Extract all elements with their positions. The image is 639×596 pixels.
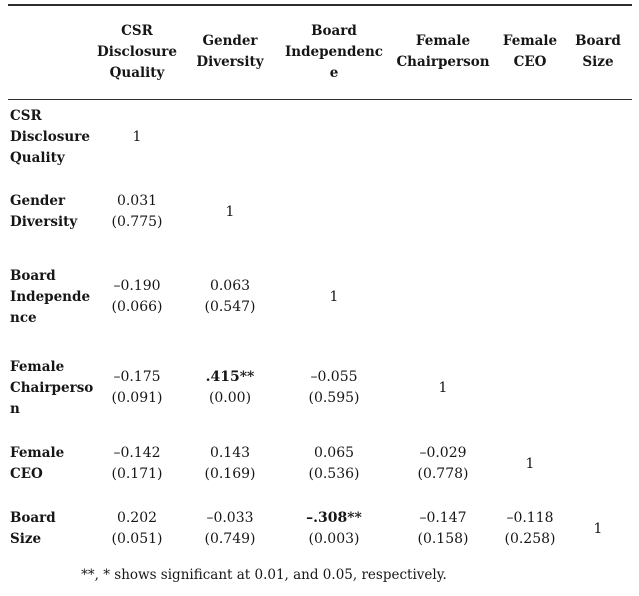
cell-empty [564, 175, 632, 249]
header-row: CSR Disclosure Quality Gender Diversity … [8, 5, 632, 99]
cell-empty [278, 175, 390, 249]
p-value: (0.003) [308, 531, 360, 547]
corr-value: –0.147 [419, 510, 467, 526]
col-header-csr-disclosure-quality: CSR Disclosure Quality [97, 22, 177, 81]
cell-chair-boardind: –0.055 (0.595) [278, 345, 390, 431]
p-value: (0.749) [204, 531, 256, 547]
cell-empty [496, 345, 564, 431]
cell-gender-csr: 0.031 (0.775) [92, 175, 182, 249]
p-value: (0.169) [204, 466, 256, 482]
cell-size-gender: –0.033 (0.749) [182, 497, 278, 561]
correlation-table: CSR Disclosure Quality Gender Diversity … [8, 4, 632, 596]
col-header-female-chairperson: Female Chairperson [396, 33, 490, 71]
table-row-csr-disclosure-quality: CSR Disclosure Quality 1 [8, 99, 632, 175]
cell-boardind-csr: –0.190 (0.066) [92, 249, 182, 345]
cell-size-chair: –0.147 (0.158) [390, 497, 496, 561]
corr-value-significant: –.308** [306, 510, 362, 526]
cell-empty [278, 99, 390, 175]
p-value: (0.00) [208, 390, 252, 406]
corr-value: –0.175 [113, 369, 161, 385]
cell-boardind-gender: 0.063 (0.547) [182, 249, 278, 345]
corr-value: 1 [593, 520, 603, 537]
p-value: (0.051) [111, 531, 163, 547]
row-header-board-independence: Board Independe nce [10, 267, 91, 326]
table-row-board-size: Board Size 0.202 (0.051) –0.033 (0.749) –.… [8, 497, 632, 561]
table-row-female-ceo: Female CEO –0.142 (0.171) 0.143 (0.169) 0.… [8, 431, 632, 497]
cell-size-ceo: –0.118 (0.258) [496, 497, 564, 561]
row-header-csr-disclosure-quality: CSR Disclosure Quality [10, 107, 90, 166]
cell-empty [564, 345, 632, 431]
footnote-row: **, * shows significant at 0.01, and 0.0… [8, 561, 632, 596]
corr-value: –0.055 [310, 369, 358, 385]
cell-chair-csr: –0.175 (0.091) [92, 345, 182, 431]
p-value: (0.171) [111, 466, 163, 482]
cell-empty [564, 249, 632, 345]
corr-value: 0.031 [116, 193, 158, 209]
p-value: (0.775) [111, 214, 163, 230]
cell-ceo-csr: –0.142 (0.171) [92, 431, 182, 497]
cell-empty [182, 99, 278, 175]
row-header-board-size: Board Size [10, 510, 56, 547]
corr-value: 0.202 [116, 510, 158, 526]
cell-empty [390, 99, 496, 175]
corr-value: 1 [329, 288, 339, 305]
cell-ceo-ceo: 1 [496, 431, 564, 497]
corr-value: –0.118 [506, 510, 554, 526]
cell-csr-csr: 1 [92, 99, 182, 175]
p-value: (0.258) [504, 531, 556, 547]
row-header-gender-diversity: Gender Diversity [10, 193, 78, 230]
col-header-board-size: Board Size [575, 33, 621, 71]
p-value: (0.778) [417, 466, 469, 482]
cell-ceo-boardind: 0.065 (0.536) [278, 431, 390, 497]
corr-value: 0.063 [209, 278, 251, 294]
col-header-gender-diversity: Gender Diversity [196, 33, 264, 71]
p-value: (0.536) [308, 466, 360, 482]
cell-empty [390, 175, 496, 249]
p-value: (0.091) [111, 390, 163, 406]
cell-empty [564, 431, 632, 497]
corr-value: –0.033 [206, 510, 254, 526]
corr-value: 1 [525, 455, 535, 472]
table-row-gender-diversity: Gender Diversity 0.031 (0.775) 1 [8, 175, 632, 249]
cell-size-boardind-significant: –.308** (0.003) [278, 497, 390, 561]
corr-value: 1 [225, 203, 235, 220]
cell-empty [496, 175, 564, 249]
corr-value: 1 [438, 379, 448, 396]
cell-chair-gender-significant: .415** (0.00) [182, 345, 278, 431]
table-row-board-independence: Board Independe nce –0.190 (0.066) 0.063 (… [8, 249, 632, 345]
corr-value: –0.190 [113, 278, 161, 294]
p-value: (0.158) [417, 531, 469, 547]
cell-ceo-chair: –0.029 (0.778) [390, 431, 496, 497]
cell-boardind-boardind: 1 [278, 249, 390, 345]
cell-ceo-gender: 0.143 (0.169) [182, 431, 278, 497]
corr-value: 1 [132, 128, 142, 145]
row-header-female-chairperson: Female Chairperso n [10, 358, 94, 417]
cell-empty [390, 249, 496, 345]
corr-value: 0.143 [209, 445, 251, 461]
significance-footnote: **, * shows significant at 0.01, and 0.0… [81, 567, 447, 583]
cell-gender-gender: 1 [182, 175, 278, 249]
col-header-board-independence: Board Independenc e [284, 22, 384, 81]
p-value: (0.066) [111, 299, 163, 315]
p-value: (0.595) [308, 390, 360, 406]
cell-chair-chair: 1 [390, 345, 496, 431]
cell-empty [496, 249, 564, 345]
cell-empty [564, 99, 632, 175]
cell-size-csr: 0.202 (0.051) [92, 497, 182, 561]
corr-value-significant: .415** [205, 369, 255, 385]
table-row-female-chairperson: Female Chairperso n –0.175 (0.091) .415**… [8, 345, 632, 431]
corner-cell [8, 5, 92, 99]
corr-value: –0.029 [419, 445, 467, 461]
row-header-female-ceo: Female CEO [10, 445, 65, 482]
p-value: (0.547) [204, 299, 256, 315]
cell-empty [496, 99, 564, 175]
col-header-female-ceo: Female CEO [502, 33, 558, 71]
cell-size-size: 1 [564, 497, 632, 561]
corr-value: –0.142 [113, 445, 161, 461]
corr-value: 0.065 [313, 445, 355, 461]
